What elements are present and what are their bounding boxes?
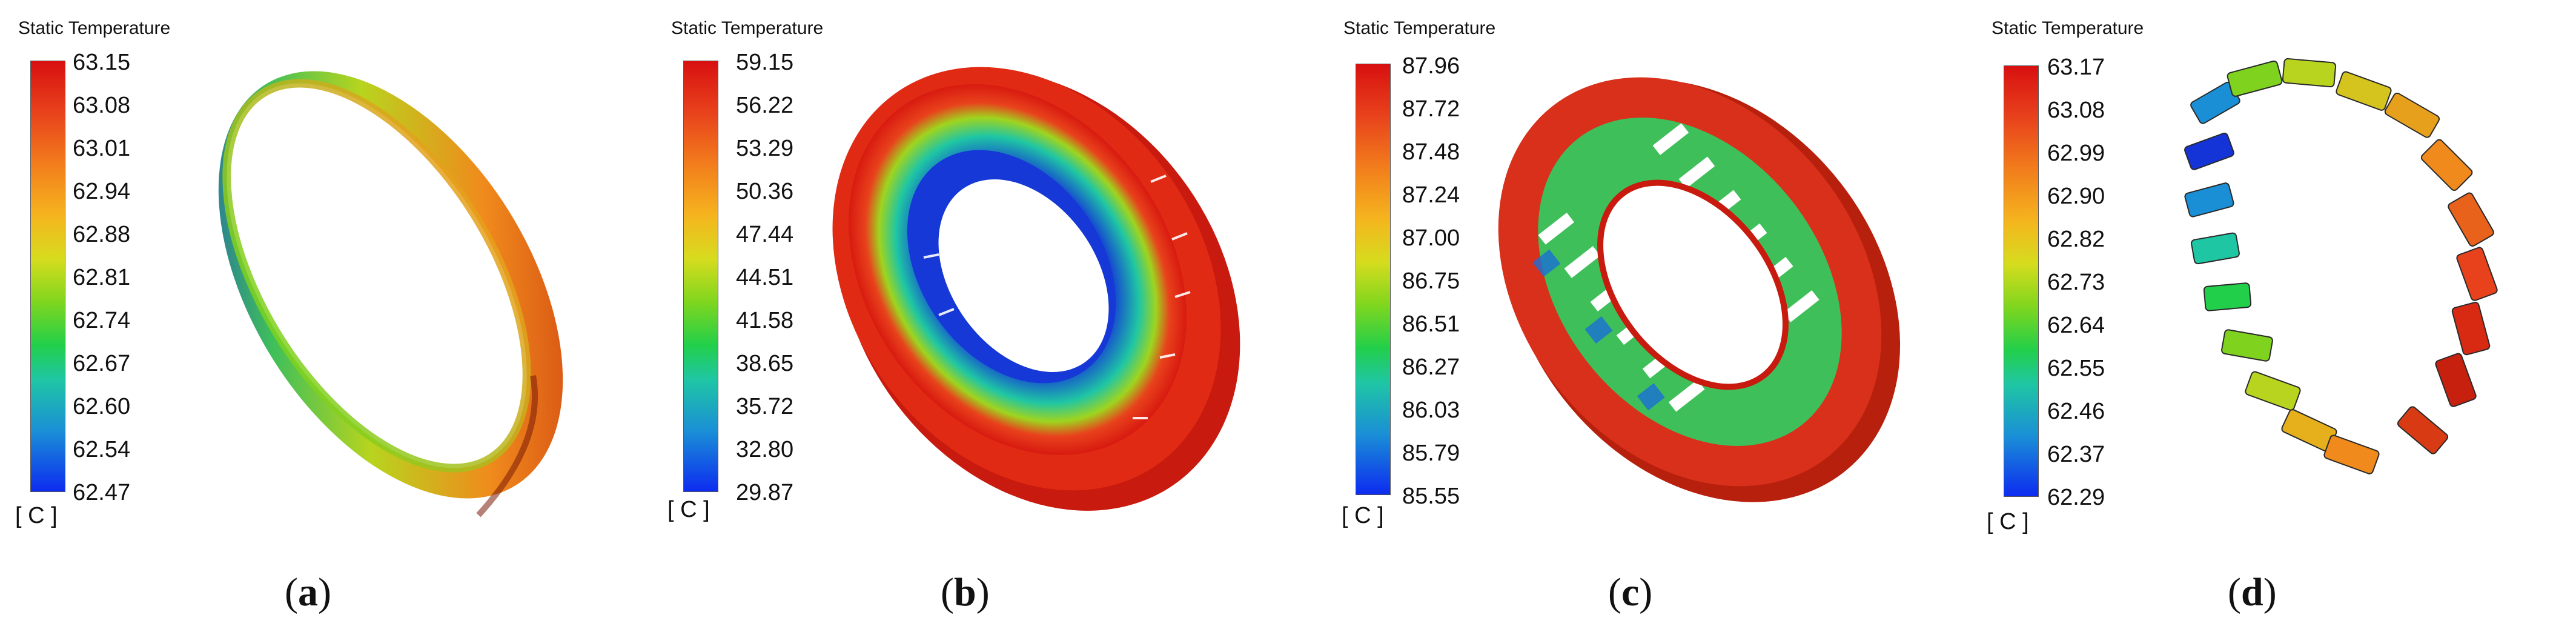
tick-label: 38.65 [736,351,794,376]
colorbar [1356,64,1391,495]
tick-label: 47.44 [736,222,794,247]
ring-thin-render [218,71,563,517]
tick-label: 87.96 [1402,53,1460,79]
tick-label: 62.82 [2047,227,2105,252]
tick-label: 86.51 [1402,311,1460,337]
tick-label: 62.99 [2047,141,2105,166]
tick-label: 62.74 [73,308,131,333]
tick-label: 63.17 [2047,55,2105,80]
caption-b: (b) [941,570,990,614]
tick-label: 87.72 [1402,96,1460,122]
legend-title: Static Temperature [1343,18,1496,38]
tick-label: 86.27 [1402,354,1460,380]
tick-label: 86.03 [1402,397,1460,423]
stator-render [832,67,1240,511]
tick-label: 63.15 [73,50,131,75]
unit-label: [ C ] [15,503,58,528]
tick-label: 86.75 [1402,268,1460,294]
tick-label: 63.08 [73,93,131,118]
tick-label: 62.29 [2047,485,2105,510]
panel-b: Static Temperature 59.15 56.22 53.29 50.… [654,0,1296,632]
tick-label: 41.58 [736,308,794,333]
unit-label: [ C ] [1987,509,2029,534]
tick-label: 44.51 [736,265,794,290]
tick-label: 63.01 [73,136,131,161]
tick-label: 62.60 [73,394,131,419]
legend-title: Static Temperature [1992,18,2144,38]
tick-label: 87.00 [1402,225,1460,251]
colorbar [30,61,65,492]
caption-c: (c) [1608,570,1653,614]
tick-label: 62.54 [73,437,131,462]
caption-a: (a) [285,570,331,614]
tick-label: 62.47 [73,480,131,505]
caption-d: (d) [2228,570,2277,614]
tick-label: 32.80 [736,437,794,462]
unit-label: [ C ] [667,497,710,522]
tick-label: 53.29 [736,136,794,161]
cage-render [1498,77,1901,502]
tick-label: 62.46 [2047,399,2105,424]
tick-label: 63.08 [2047,98,2105,123]
tick-label: 35.72 [736,394,794,419]
panel-d: Static Temperature 63.17 63.08 62.99 62.… [1962,0,2576,632]
tick-label: 50.36 [736,179,794,204]
tick-label: 87.24 [1402,182,1460,208]
tick-label: 29.87 [736,480,794,505]
tick-label: 62.64 [2047,313,2105,338]
tick-label: 62.37 [2047,442,2105,467]
tick-label: 62.90 [2047,184,2105,209]
tick-label: 62.88 [73,222,131,247]
tick-label: 62.94 [73,179,131,204]
tick-label: 62.81 [73,265,131,290]
segments-render [2184,58,2498,474]
tick-label: 62.55 [2047,356,2105,381]
colorbar [683,61,718,492]
tick-label: 59.15 [736,50,794,75]
tick-label: 85.79 [1402,441,1460,466]
legend-title: Static Temperature [18,18,171,38]
tick-label: 85.55 [1402,484,1460,509]
tick-label: 62.67 [73,351,131,376]
unit-label: [ C ] [1342,503,1384,528]
legend-title: Static Temperature [671,18,824,38]
panel-a: Static Temperature 63.15 63.08 63.01 62.… [0,0,642,632]
panel-c: Static Temperature 87.96 87.72 87.48 87.… [1314,0,1956,632]
tick-label: 62.73 [2047,270,2105,295]
tick-label: 56.22 [736,93,794,118]
tick-label: 87.48 [1402,139,1460,165]
colorbar [2004,65,2039,497]
